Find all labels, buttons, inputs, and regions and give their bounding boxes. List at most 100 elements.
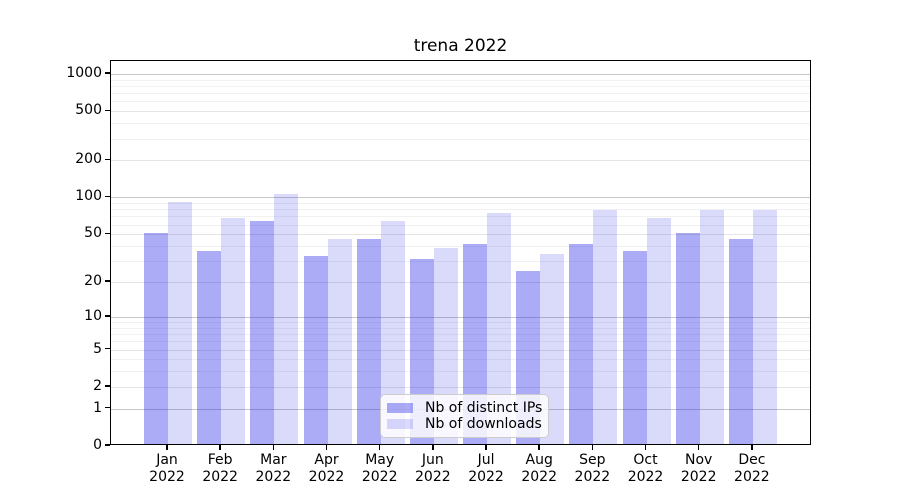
x-tick-month: Nov — [685, 452, 713, 468]
bar-distinct-ips-jan — [144, 233, 168, 444]
x-tick-label: Sep 2022 — [560, 452, 624, 486]
gridline-major — [111, 197, 810, 199]
gridline — [111, 282, 810, 284]
gridline-minor — [111, 341, 810, 343]
bar-distinct-ips-dec — [728, 239, 753, 444]
x-tick-month: Sep — [579, 452, 606, 468]
gridline-minor — [111, 359, 810, 361]
x-tick-year: 2022 — [361, 469, 398, 485]
gridline-minor — [111, 334, 810, 336]
gridline-minor — [111, 261, 810, 263]
y-tick-label: 200 — [75, 151, 102, 168]
x-tick — [751, 445, 753, 450]
gridline — [111, 234, 810, 236]
bar-downloads-oct — [646, 218, 671, 444]
bar-downloads-feb — [221, 218, 246, 444]
gridline-minor — [111, 138, 810, 140]
legend-swatch-distinct-ips-icon — [387, 403, 413, 413]
x-tick-label: Nov 2022 — [667, 452, 731, 486]
x-tick-year: 2022 — [627, 469, 664, 485]
gridline — [111, 386, 810, 388]
gridline-major — [111, 316, 810, 318]
plot-area: Nb of distinct IPs Nb of downloads — [110, 60, 811, 445]
y-tick-label: 50 — [84, 225, 102, 242]
gridline-minor — [111, 85, 810, 87]
x-tick-year: 2022 — [255, 469, 292, 485]
y-tick-label: 10 — [84, 307, 102, 324]
y-tick — [105, 406, 110, 409]
y-tick — [105, 315, 110, 317]
y-tick-label: 20 — [84, 273, 102, 290]
legend-label-distinct-ips: Nb of distinct IPs — [425, 400, 543, 416]
bar-distinct-ips-mar — [250, 220, 275, 444]
x-tick — [272, 445, 275, 450]
x-tick — [644, 445, 647, 450]
y-tick — [105, 158, 110, 161]
gridline-minor — [111, 101, 810, 103]
x-tick — [591, 445, 594, 450]
legend-row-distinct-ips: Nb of distinct IPs — [387, 400, 543, 416]
x-tick — [698, 445, 700, 450]
x-tick-label: Jul 2022 — [454, 452, 518, 486]
bar-distinct-ips-feb — [197, 251, 222, 444]
x-tick — [378, 445, 381, 450]
chart-title: trena 2022 — [413, 36, 508, 56]
x-tick-label: Mar 2022 — [241, 452, 305, 486]
gridline — [111, 111, 810, 113]
x-tick-label: Aug 2022 — [507, 452, 571, 486]
gridline-minor — [111, 327, 810, 329]
gridline-minor — [111, 79, 810, 81]
gridline-minor — [111, 224, 810, 226]
x-tick-year: 2022 — [415, 469, 451, 485]
x-tick-month: Jan — [156, 452, 178, 468]
x-tick-year: 2022 — [308, 469, 345, 485]
x-tick-month: Apr — [314, 452, 339, 468]
x-tick — [219, 445, 221, 450]
legend-row-downloads: Nb of downloads — [387, 416, 542, 432]
bar-distinct-ips-may — [356, 239, 381, 444]
x-tick — [432, 445, 434, 450]
x-tick — [538, 445, 540, 450]
gridline-minor — [111, 246, 810, 247]
bar-downloads-jan — [168, 202, 192, 444]
gridline-minor — [111, 209, 810, 211]
x-tick-month: Jul — [477, 452, 495, 468]
bar-distinct-ips-nov — [675, 233, 700, 444]
x-tick-label: Apr 2022 — [295, 452, 359, 486]
x-tick-year: 2022 — [202, 469, 238, 485]
y-tick-label: 100 — [75, 188, 102, 205]
bar-distinct-ips-apr — [303, 255, 328, 444]
x-tick-month: Dec — [738, 452, 766, 468]
y-tick — [105, 195, 110, 198]
bar-downloads-dec — [752, 210, 777, 444]
bar-downloads-nov — [699, 210, 724, 444]
x-tick-month: May — [365, 452, 395, 468]
gridline-minor — [111, 93, 810, 95]
gridline-minor — [111, 322, 810, 323]
x-tick-label: Feb 2022 — [188, 452, 252, 486]
gridline — [111, 160, 810, 162]
x-tick-year: 2022 — [680, 469, 717, 485]
y-tick — [105, 72, 110, 74]
legend-label-downloads: Nb of downloads — [425, 416, 542, 432]
x-tick-label: Jan 2022 — [135, 452, 199, 486]
x-tick-month: Jun — [421, 452, 444, 468]
gridline-major — [111, 73, 810, 75]
legend: Nb of distinct IPs Nb of downloads — [380, 394, 549, 438]
legend-swatch-downloads-icon — [387, 419, 413, 429]
y-tick — [105, 347, 110, 350]
y-tick-label: 2 — [93, 377, 102, 394]
y-tick — [105, 444, 110, 446]
y-tick — [105, 385, 110, 387]
y-tick — [105, 232, 110, 234]
x-tick-label: Oct 2022 — [614, 452, 678, 486]
x-tick-year: 2022 — [521, 469, 557, 485]
gridline — [111, 349, 810, 351]
y-tick-label: 0 — [93, 437, 102, 453]
y-tick — [105, 280, 110, 282]
bar-distinct-ips-sep — [569, 244, 594, 444]
x-tick-month: Aug — [525, 452, 553, 468]
y-tick-label: 500 — [75, 102, 102, 119]
gridline-minor — [111, 371, 810, 373]
